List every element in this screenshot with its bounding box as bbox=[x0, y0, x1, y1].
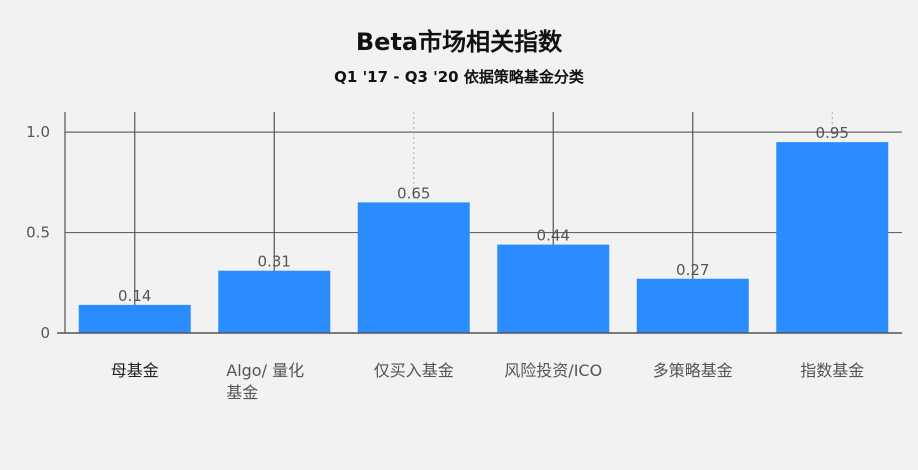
bar bbox=[776, 142, 889, 333]
bar bbox=[636, 278, 749, 333]
category-label-line: 仅买入基金 bbox=[374, 361, 454, 380]
bar bbox=[218, 270, 331, 333]
y-tick-label: 0.5 bbox=[26, 224, 50, 242]
bar bbox=[357, 202, 470, 333]
chart-title: Beta市场相关指数 bbox=[356, 28, 563, 56]
data-labels: 0.14 0.31 0.65 0.44 0.27 0.95 bbox=[118, 124, 849, 305]
category-label: 风险投资/ICO bbox=[504, 361, 602, 380]
y-tick-label: 1.0 bbox=[26, 123, 50, 141]
category-label: Algo/ 量化基金 bbox=[226, 361, 304, 402]
bar bbox=[78, 304, 191, 333]
bars bbox=[78, 142, 889, 333]
data-label: 0.95 bbox=[816, 124, 849, 142]
chart-subtitle: Q1 '17 - Q3 '20 依据策略基金分类 bbox=[334, 68, 585, 86]
category-label: 指数基金 bbox=[800, 361, 864, 380]
category-label: 仅买入基金 bbox=[374, 361, 454, 380]
axes bbox=[57, 112, 902, 334]
category-label: 母基金 bbox=[111, 361, 159, 380]
category-label-line: 基金 bbox=[226, 383, 258, 402]
category-label-line: 指数基金 bbox=[800, 361, 864, 380]
data-label: 0.44 bbox=[537, 227, 570, 245]
data-label: 0.27 bbox=[676, 261, 709, 279]
y-tick-label: 0 bbox=[40, 324, 50, 342]
data-label: 0.14 bbox=[118, 287, 151, 305]
bar bbox=[497, 244, 610, 333]
category-label-line: Algo/ 量化 bbox=[226, 361, 304, 380]
category-labels: 母基金 Algo/ 量化基金 仅买入基金 风险投资/ICO 多策略基金 指数基金 bbox=[111, 361, 865, 402]
category-label: 多策略基金 bbox=[653, 361, 733, 380]
data-label: 0.65 bbox=[397, 184, 430, 202]
data-label: 0.31 bbox=[258, 253, 291, 271]
y-tick-labels: 0 0.5 1.0 bbox=[26, 123, 50, 342]
category-label-line: 多策略基金 bbox=[653, 361, 733, 380]
category-label-line: 风险投资/ICO bbox=[504, 361, 602, 380]
category-label-line: 母基金 bbox=[111, 361, 159, 380]
